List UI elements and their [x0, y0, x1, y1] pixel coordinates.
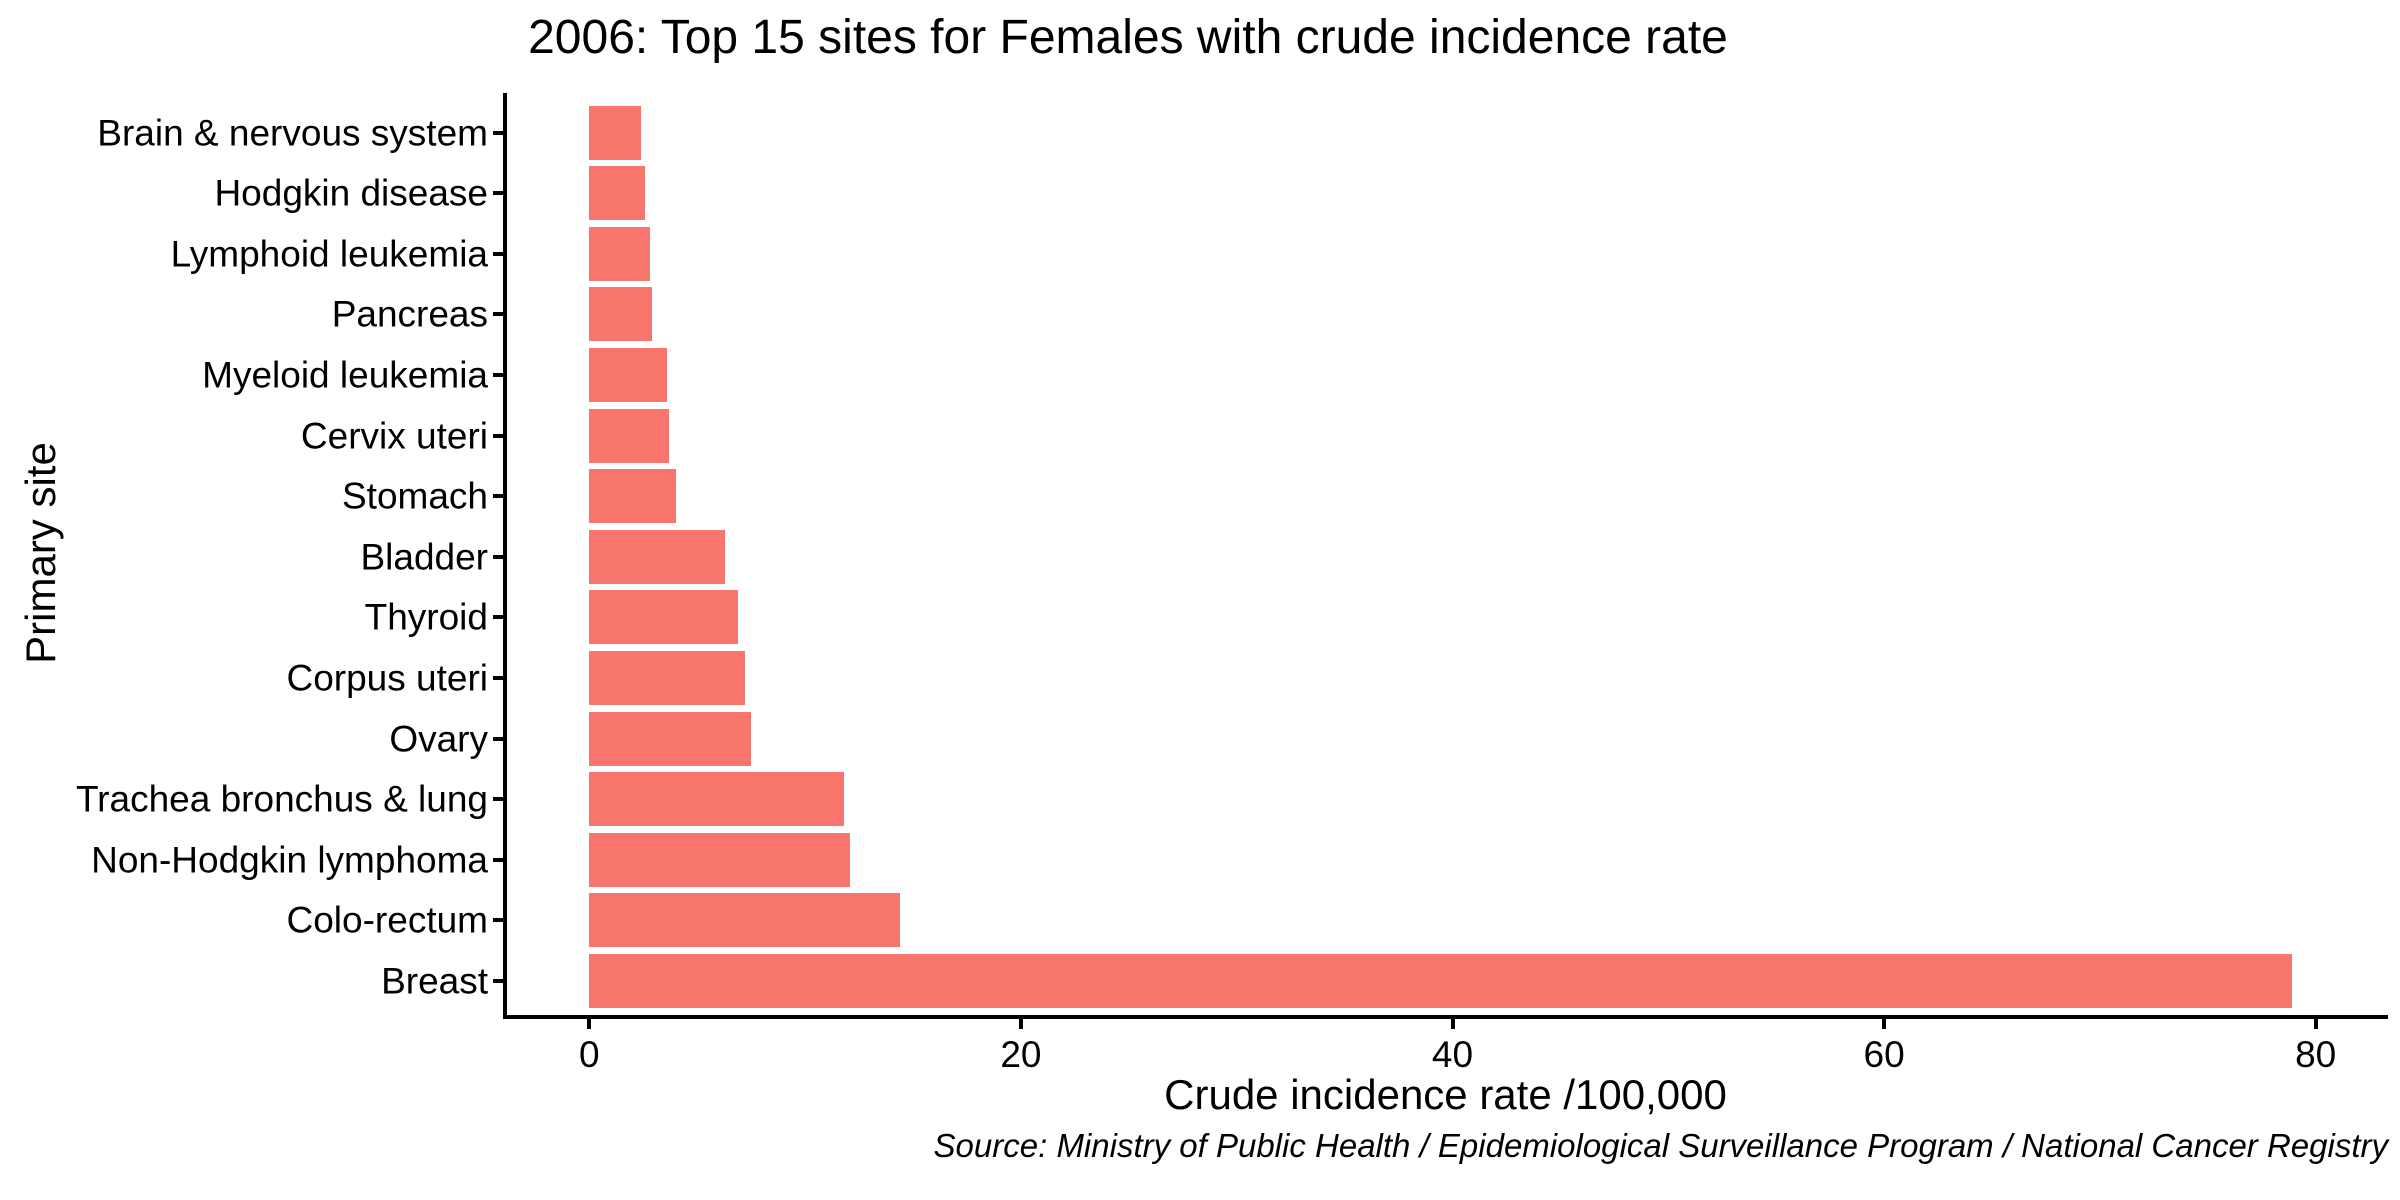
- y-tick-label-pancreas: Pancreas: [331, 293, 488, 335]
- y-tick-mark: [493, 554, 503, 559]
- x-tick-label-80: 80: [2295, 1034, 2337, 1075]
- bar-colo-rectum: [589, 893, 901, 948]
- y-tick-label-breast: Breast: [381, 960, 488, 1002]
- y-tick-label-lymphoid-leukemia: Lymphoid leukemia: [170, 233, 488, 275]
- y-tick-mark: [493, 797, 503, 802]
- y-tick-label-brain-nervous-system: Brain & nervous system: [97, 112, 488, 153]
- y-tick-mark: [493, 372, 503, 377]
- y-tick-label-hodgkin-disease: Hodgkin disease: [214, 172, 488, 214]
- bar-non-hodgkin-lymphoma: [589, 832, 851, 887]
- x-axis-line: [503, 1015, 2388, 1019]
- bar-thyroid: [589, 590, 739, 645]
- y-tick-label-corpus-uteri: Corpus uteri: [286, 657, 488, 699]
- bar-breast: [589, 953, 2292, 1008]
- y-tick-mark: [493, 130, 503, 135]
- x-axis-title: Crude incidence rate /100,000: [1164, 1071, 1727, 1118]
- y-tick-label-bladder: Bladder: [360, 536, 488, 578]
- x-tick-mark: [1450, 1019, 1455, 1029]
- y-tick-mark: [493, 675, 503, 680]
- bar-brain-nervous-system: [589, 105, 642, 160]
- bar-trachea-bronchus-lung: [589, 772, 844, 827]
- y-tick-mark: [493, 615, 503, 620]
- y-axis-line: [503, 93, 507, 1019]
- y-tick-mark: [493, 978, 503, 983]
- y-tick-label-trachea-bronchus-lung: Trachea bronchus & lung: [75, 778, 488, 820]
- bar-ovary: [589, 711, 752, 766]
- y-tick-mark: [493, 857, 503, 862]
- bar-pancreas: [589, 287, 652, 342]
- y-tick-mark: [493, 433, 503, 438]
- y-tick-label-non-hodgkin-lymphoma: Non-Hodgkin lymphoma: [91, 839, 488, 881]
- y-tick-label-ovary: Ovary: [389, 718, 488, 759]
- y-tick-mark: [493, 251, 503, 256]
- y-tick-label-stomach: Stomach: [341, 475, 488, 517]
- bar-cervix-uteri: [589, 408, 670, 463]
- x-tick-mark: [1882, 1019, 1887, 1029]
- y-tick-mark: [493, 312, 503, 317]
- y-tick-label-cervix-uteri: Cervix uteri: [300, 415, 488, 456]
- y-tick-mark: [493, 494, 503, 499]
- x-tick-mark: [2313, 1019, 2318, 1029]
- x-tick-label-40: 40: [1431, 1034, 1474, 1075]
- chart-title: 2006: Top 15 sites for Females with crud…: [528, 11, 1728, 64]
- x-tick-label-60: 60: [1863, 1034, 1905, 1075]
- bar-lymphoid-leukemia: [589, 226, 650, 281]
- source-note: Source: Ministry of Public Health / Epid…: [933, 1127, 2388, 1164]
- x-tick-mark: [587, 1019, 592, 1029]
- x-tick-label-0: 0: [579, 1034, 600, 1075]
- y-tick-label-colo-rectum: Colo-rectum: [286, 899, 489, 941]
- y-tick-mark: [493, 191, 503, 196]
- y-tick-label-myeloid-leukemia: Myeloid leukemia: [202, 354, 488, 396]
- bar-corpus-uteri: [589, 650, 745, 705]
- y-tick-mark: [493, 918, 503, 923]
- x-tick-mark: [1018, 1019, 1023, 1029]
- bar-bladder: [589, 529, 726, 584]
- y-tick-label-thyroid: Thyroid: [364, 596, 488, 638]
- bar-stomach: [589, 469, 676, 524]
- bar-hodgkin-disease: [589, 166, 646, 221]
- x-tick-label-20: 20: [1000, 1034, 1042, 1075]
- y-tick-mark: [493, 736, 503, 741]
- bar-myeloid-leukemia: [589, 347, 667, 402]
